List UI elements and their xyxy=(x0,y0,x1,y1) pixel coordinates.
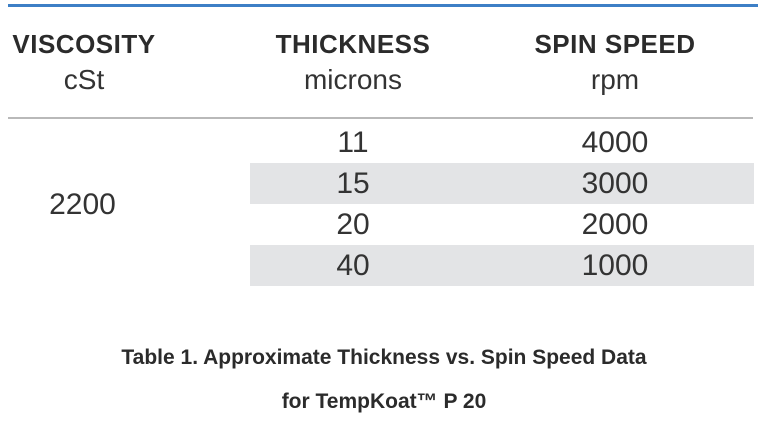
thickness-cell: 40 xyxy=(336,249,370,282)
viscosity-cell: 2200 xyxy=(49,188,116,221)
table-caption-line-2: for TempKoat™ P 20 xyxy=(281,390,487,413)
column-unit: rpm xyxy=(590,64,640,95)
column-header-spin-speed: SPIN SPEED rpm xyxy=(525,26,705,98)
table-header: VISCOSITY cSt THICKNESS microns SPIN SPE… xyxy=(0,26,768,116)
column-title: VISCOSITY xyxy=(12,29,156,59)
spin-speed-cell: 1000 xyxy=(581,249,649,282)
column-title: THICKNESS xyxy=(275,29,431,59)
thickness-cell: 20 xyxy=(336,208,370,241)
column-header-thickness: THICKNESS microns xyxy=(268,26,438,98)
column-unit: microns xyxy=(303,64,402,95)
row-shading xyxy=(250,245,754,286)
column-title: SPIN SPEED xyxy=(534,29,696,59)
header-divider xyxy=(8,117,753,119)
spin-speed-cell: 4000 xyxy=(581,126,649,159)
thickness-cell: 15 xyxy=(336,167,370,200)
thickness-cell: 11 xyxy=(337,126,369,159)
table-row: 15 3000 xyxy=(0,163,768,204)
column-unit: cSt xyxy=(63,64,105,95)
row-shading xyxy=(250,163,754,204)
table-row: 40 1000 xyxy=(0,245,768,286)
table-row: 20 2000 xyxy=(0,204,768,245)
top-accent-rule xyxy=(8,4,758,7)
column-header-viscosity: VISCOSITY cSt xyxy=(6,26,162,98)
spin-speed-cell: 3000 xyxy=(581,167,649,200)
table-row: 11 4000 xyxy=(0,122,768,163)
table-caption-line-1: Table 1. Approximate Thickness vs. Spin … xyxy=(121,346,647,369)
spin-speed-cell: 2000 xyxy=(581,208,649,241)
